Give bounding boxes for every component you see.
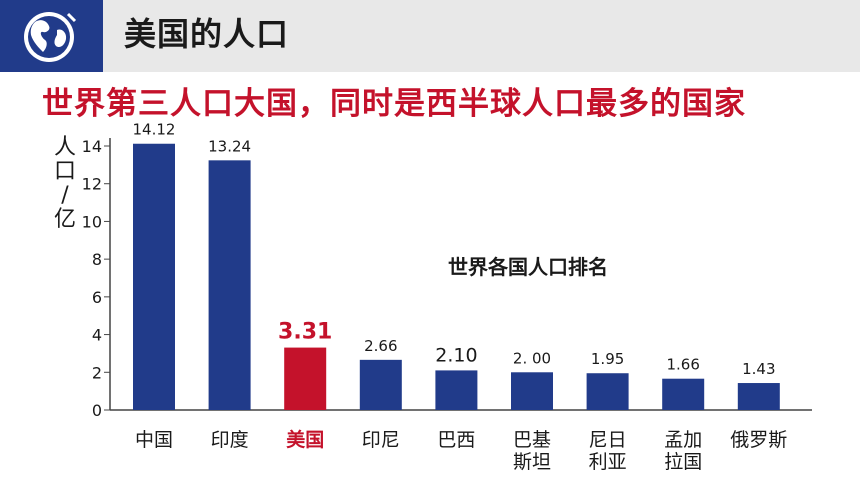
x-category-label: 巴基 xyxy=(513,429,551,451)
globe-icon xyxy=(24,12,77,62)
y-axis-label-part-4: 亿 xyxy=(53,207,76,232)
bar-value-label: 1.43 xyxy=(742,360,775,378)
y-tick-label: 4 xyxy=(92,326,102,345)
x-category-label: 巴西 xyxy=(437,429,475,451)
bar-value-label: 14.12 xyxy=(133,121,176,139)
bar-value-label: 3.31 xyxy=(278,320,332,345)
y-tick-label: 12 xyxy=(82,175,102,194)
bar xyxy=(435,370,478,410)
logo-box xyxy=(0,0,103,72)
y-tick-label: 0 xyxy=(92,401,102,420)
y-tick-label: 6 xyxy=(92,288,102,307)
bar-value-label: 2. 00 xyxy=(513,349,551,367)
bar-value-label: 1.66 xyxy=(666,356,699,374)
x-category-label: 中国 xyxy=(135,429,173,451)
y-axis-label: 人 口 / 亿 xyxy=(52,136,78,232)
x-category-label: 孟加 xyxy=(664,429,702,451)
bar xyxy=(586,373,629,410)
x-category-label: 印度 xyxy=(211,429,249,451)
bar xyxy=(284,347,327,410)
subtitle: 世界第三人口大国，同时是西半球人口最多的国家 xyxy=(42,86,746,122)
y-tick-label: 10 xyxy=(82,212,102,231)
bar xyxy=(359,359,402,410)
x-category-label: 拉国 xyxy=(664,451,702,473)
x-category-label: 俄罗斯 xyxy=(730,429,787,451)
y-axis-label-part-3: / xyxy=(61,183,69,208)
x-category-label: 印尼 xyxy=(362,429,400,451)
chart-title: 世界各国人口排名 xyxy=(448,255,608,279)
y-axis-label-part-2: 口 xyxy=(53,159,76,184)
bar xyxy=(208,160,251,410)
bar xyxy=(133,143,175,411)
x-category-label: 利亚 xyxy=(589,451,627,473)
x-category-label: 美国 xyxy=(286,428,324,451)
bar-value-label: 1.95 xyxy=(591,350,624,368)
y-tick-label: 8 xyxy=(92,250,102,269)
y-axis-label-part-1: 人 xyxy=(53,135,76,160)
x-category-label: 斯坦 xyxy=(513,451,551,473)
header-band xyxy=(0,0,860,72)
bar-value-label: 13.24 xyxy=(208,137,251,155)
bar-value-label: 2.66 xyxy=(364,337,397,355)
page-title: 美国的人口 xyxy=(124,15,290,53)
y-tick-label: 14 xyxy=(82,137,102,156)
bar xyxy=(662,378,705,410)
bar xyxy=(511,372,553,410)
x-category-label: 尼日 xyxy=(589,429,627,451)
bar xyxy=(737,383,780,410)
y-tick-label: 2 xyxy=(92,363,102,382)
bar-value-label: 2.10 xyxy=(435,344,477,366)
